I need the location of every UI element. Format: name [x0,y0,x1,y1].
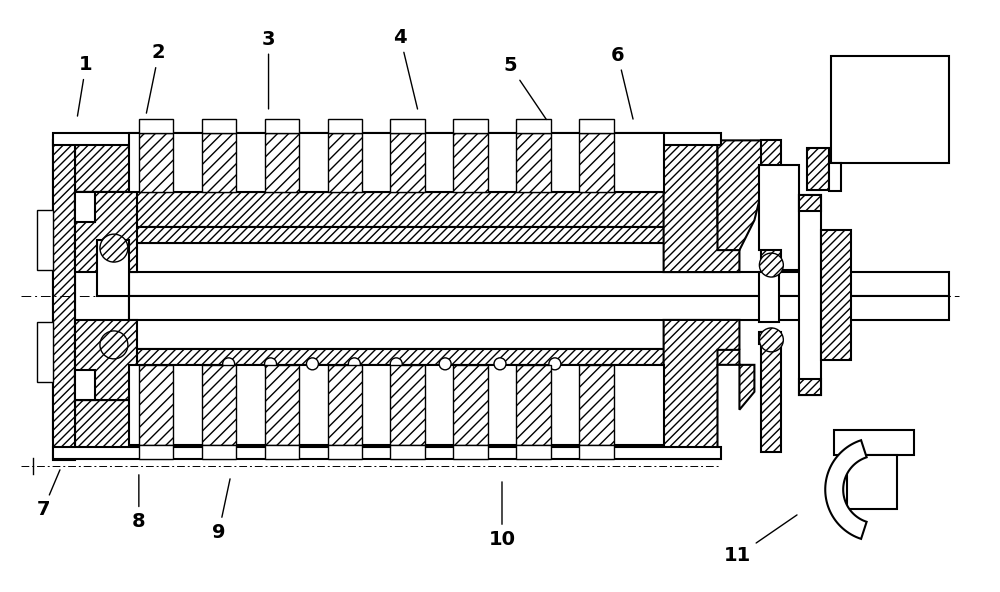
Bar [759,332,779,344]
Bar [831,56,949,163]
Bar [265,120,299,133]
Text: 8: 8 [132,475,146,531]
Bar [390,133,425,192]
Bar [202,365,236,445]
Circle shape [390,358,402,370]
Bar [579,445,614,459]
Bar [129,227,670,243]
Bar [202,445,236,459]
Bar [579,120,614,133]
Polygon shape [664,140,739,272]
Polygon shape [717,350,754,410]
Bar [328,365,362,445]
Circle shape [265,358,277,370]
Bar [75,320,137,400]
Bar [75,192,95,222]
Bar [265,133,299,192]
Bar [821,230,851,360]
Circle shape [306,358,318,370]
Bar [139,445,173,459]
Text: 10: 10 [488,482,515,549]
Bar [390,365,425,445]
Bar [799,195,821,211]
Circle shape [494,358,506,370]
Bar [516,445,551,459]
Bar [265,445,299,459]
Text: 11: 11 [724,515,797,565]
Bar [453,445,488,459]
Bar [129,272,949,296]
Bar [761,332,781,452]
Circle shape [100,331,128,359]
Bar [759,272,779,322]
Text: 4: 4 [393,28,418,109]
Bar [75,400,664,452]
Circle shape [223,358,235,370]
Bar [829,163,841,191]
Bar [579,365,614,445]
Bar [328,120,362,133]
Bar [202,120,236,133]
Bar [847,455,897,510]
Bar [53,446,721,459]
Polygon shape [717,140,761,250]
Bar [129,133,664,192]
Text: 7: 7 [36,470,60,519]
Bar [328,133,362,192]
Bar [139,133,173,192]
Text: 5: 5 [503,56,546,120]
Circle shape [100,234,128,262]
Bar [799,195,821,395]
Bar [75,140,664,192]
Bar [761,140,781,260]
Bar [807,149,829,190]
Bar [75,192,137,272]
Bar [202,133,236,192]
Bar [328,445,362,459]
Bar [53,133,721,146]
Bar [453,133,488,192]
Bar [453,120,488,133]
Bar [75,365,664,400]
Bar [129,243,670,349]
Bar [129,296,949,320]
Circle shape [759,253,783,277]
Bar [75,192,664,227]
Text: 9: 9 [212,479,230,542]
Bar [834,430,914,455]
Bar [53,140,75,440]
Bar [579,133,614,192]
Bar [37,210,53,270]
Bar [53,140,75,459]
Bar [139,120,173,133]
Bar [390,445,425,459]
Bar [97,240,129,296]
Bar [453,365,488,445]
Bar [516,120,551,133]
Bar [129,349,670,365]
Bar [516,365,551,445]
Bar [516,133,551,192]
Text: 6: 6 [611,46,633,119]
Bar [139,365,173,445]
Circle shape [348,358,360,370]
Circle shape [549,358,561,370]
Bar [799,379,821,395]
Bar [37,322,53,382]
Polygon shape [664,320,739,452]
Polygon shape [759,165,799,270]
Polygon shape [825,440,867,539]
Bar [129,365,664,445]
Bar [390,120,425,133]
Circle shape [439,358,451,370]
Bar [75,370,95,400]
Text: 1: 1 [77,55,93,116]
Text: 3: 3 [262,30,275,109]
Bar [265,365,299,445]
Circle shape [759,328,783,352]
Text: 2: 2 [146,43,166,113]
